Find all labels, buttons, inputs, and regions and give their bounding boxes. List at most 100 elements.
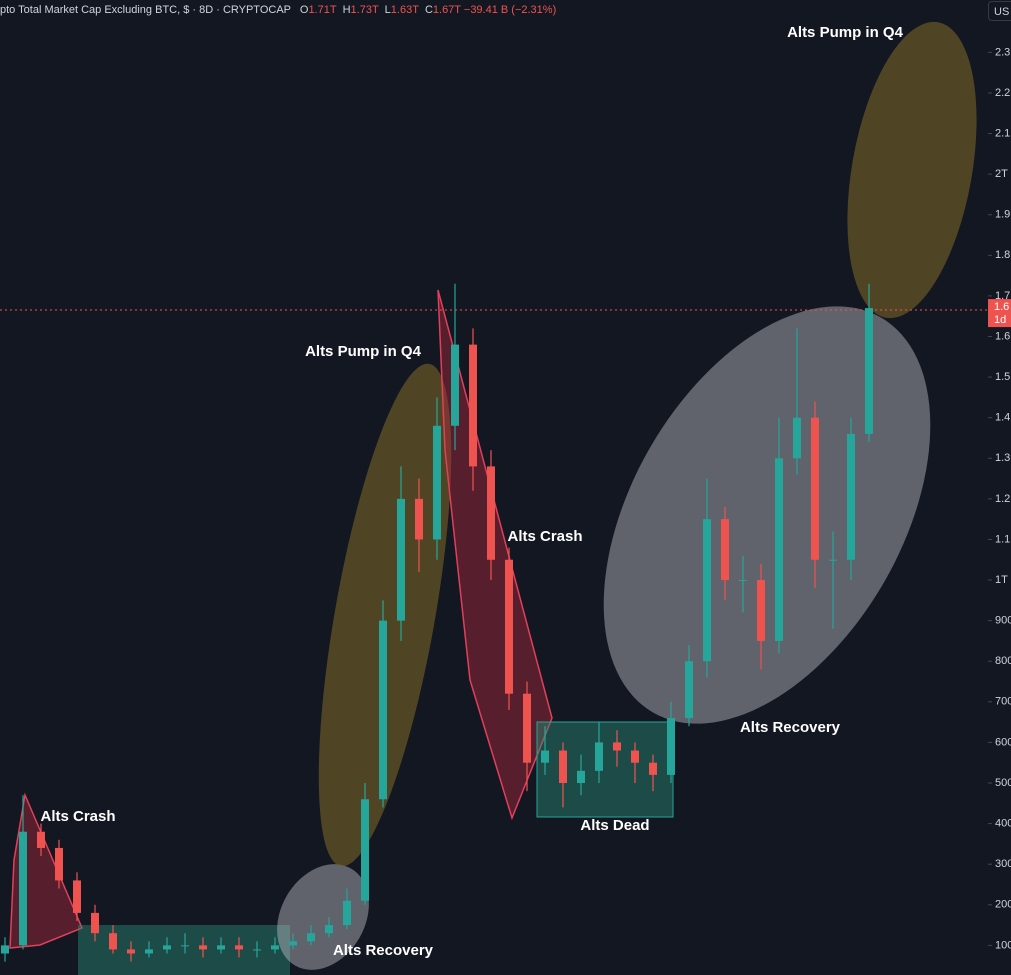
candle-body: [379, 620, 387, 800]
y-tick-label: 200: [995, 899, 1011, 911]
candle-body: [685, 661, 693, 719]
y-tick-label: 700: [995, 696, 1011, 708]
candle-body: [271, 945, 279, 950]
candle-body: [523, 693, 531, 763]
y-tick-label: 1.9: [995, 209, 1010, 221]
y-tick-label: 1.1: [995, 533, 1010, 545]
y-tick-label: 800: [995, 655, 1011, 667]
y-tick-label: 2.3: [995, 46, 1010, 58]
candle-body: [397, 498, 405, 621]
candle-body: [829, 559, 837, 561]
y-tick-label: 500: [995, 777, 1011, 789]
candle-body: [757, 580, 765, 641]
candle-body: [577, 770, 585, 784]
pump-zone: [318, 363, 452, 867]
ohlc-key: H: [342, 4, 351, 16]
y-tick-label: 2.1: [995, 127, 1010, 139]
candle-body: [55, 847, 63, 881]
candle-body: [217, 945, 225, 950]
y-tick-label: 100: [995, 939, 1011, 951]
countdown: 1d: [994, 314, 1006, 326]
candle-body: [775, 458, 783, 641]
candle-body: [415, 498, 423, 540]
candle-body: [343, 900, 351, 926]
annotation: Alts Dead: [580, 817, 649, 834]
candle-body: [703, 519, 711, 662]
ohlc-key: O: [299, 4, 309, 16]
y-tick-label: 400: [995, 818, 1011, 830]
candle-body: [145, 949, 153, 954]
candle-body: [505, 559, 513, 694]
candle-body: [307, 933, 315, 942]
candle-body: [253, 949, 261, 951]
candle-body: [199, 945, 207, 950]
candle-body: [235, 945, 243, 950]
candle-body: [667, 718, 675, 775]
ohlc-value: 1.67T: [432, 4, 461, 16]
candle-body: [325, 925, 333, 934]
y-tick-label: 900: [995, 615, 1011, 627]
candle-body: [721, 519, 729, 581]
annotation: Alts Recovery: [740, 719, 841, 736]
y-tick-label: 600: [995, 736, 1011, 748]
y-tick-label: 1T: [995, 574, 1008, 586]
last-price-tag: [988, 299, 1011, 328]
candle-body: [37, 831, 45, 848]
candle-body: [613, 742, 621, 751]
y-tick-label: 2T: [995, 168, 1008, 180]
candle-body: [487, 466, 495, 560]
ohlc-value: 1.71T: [308, 4, 337, 16]
y-tick-label: 300: [995, 858, 1011, 870]
candle-body: [793, 417, 801, 459]
y-tick-label: 1.5: [995, 371, 1010, 383]
pump-zone: [847, 21, 977, 319]
ohlc-value: 1.63T: [390, 4, 419, 16]
candle-body: [865, 308, 873, 434]
candle-body: [361, 799, 369, 901]
legend-header: pto Total Market Cap Excluding BTC, $ · …: [0, 4, 556, 16]
y-tick-label: 1.2: [995, 493, 1010, 505]
crash-zone: [9, 792, 83, 949]
last-price-label: 1.6: [994, 301, 1009, 313]
symbol-title: pto Total Market Cap Excluding BTC, $ · …: [0, 4, 291, 16]
y-tick-label: 1.3: [995, 452, 1010, 464]
y-tick-label: 2.2: [995, 87, 1010, 99]
annotation: Alts Pump in Q4: [305, 343, 422, 360]
candle-body: [163, 945, 171, 950]
annotation: Alts Recovery: [333, 942, 434, 959]
candle-body: [127, 949, 135, 954]
candle-body: [739, 580, 747, 582]
y-tick-label: 1.6: [995, 330, 1010, 342]
y-tick-label: 1.7: [995, 290, 1010, 302]
candle-body: [19, 831, 27, 946]
ohlc-value: 1.73T: [350, 4, 379, 16]
ohlc-values: O1.71T H1.73T L1.63T C1.67T: [294, 4, 461, 16]
candle-body: [847, 433, 855, 560]
y-tick-label: 1.4: [995, 412, 1010, 424]
candle-body: [451, 344, 459, 426]
annotation: Alts Crash: [40, 808, 115, 825]
candle-body: [109, 933, 117, 950]
candle-body: [595, 742, 603, 771]
annotation: Alts Crash: [507, 528, 582, 545]
candle-body: [433, 425, 441, 540]
candle-body: [289, 941, 297, 946]
recovery-zone: [277, 864, 369, 970]
candle-body: [631, 750, 639, 763]
recovery-zone: [603, 306, 931, 724]
candle-body: [811, 417, 819, 560]
change: −39.41 B (−2.31%): [463, 4, 557, 16]
candle-body: [541, 750, 549, 763]
ohlc-key: C: [424, 4, 433, 16]
candle-body: [559, 750, 567, 784]
candle-body: [73, 880, 81, 913]
candle-body: [649, 762, 657, 775]
ohlc-key: L: [384, 4, 391, 16]
candle-body: [1, 945, 9, 954]
candles: [1, 283, 873, 962]
annotation: Alts Pump in Q4: [787, 24, 904, 41]
candle-body: [91, 912, 99, 934]
currency-button[interactable]: US: [988, 1, 1011, 21]
candle-body: [469, 344, 477, 467]
